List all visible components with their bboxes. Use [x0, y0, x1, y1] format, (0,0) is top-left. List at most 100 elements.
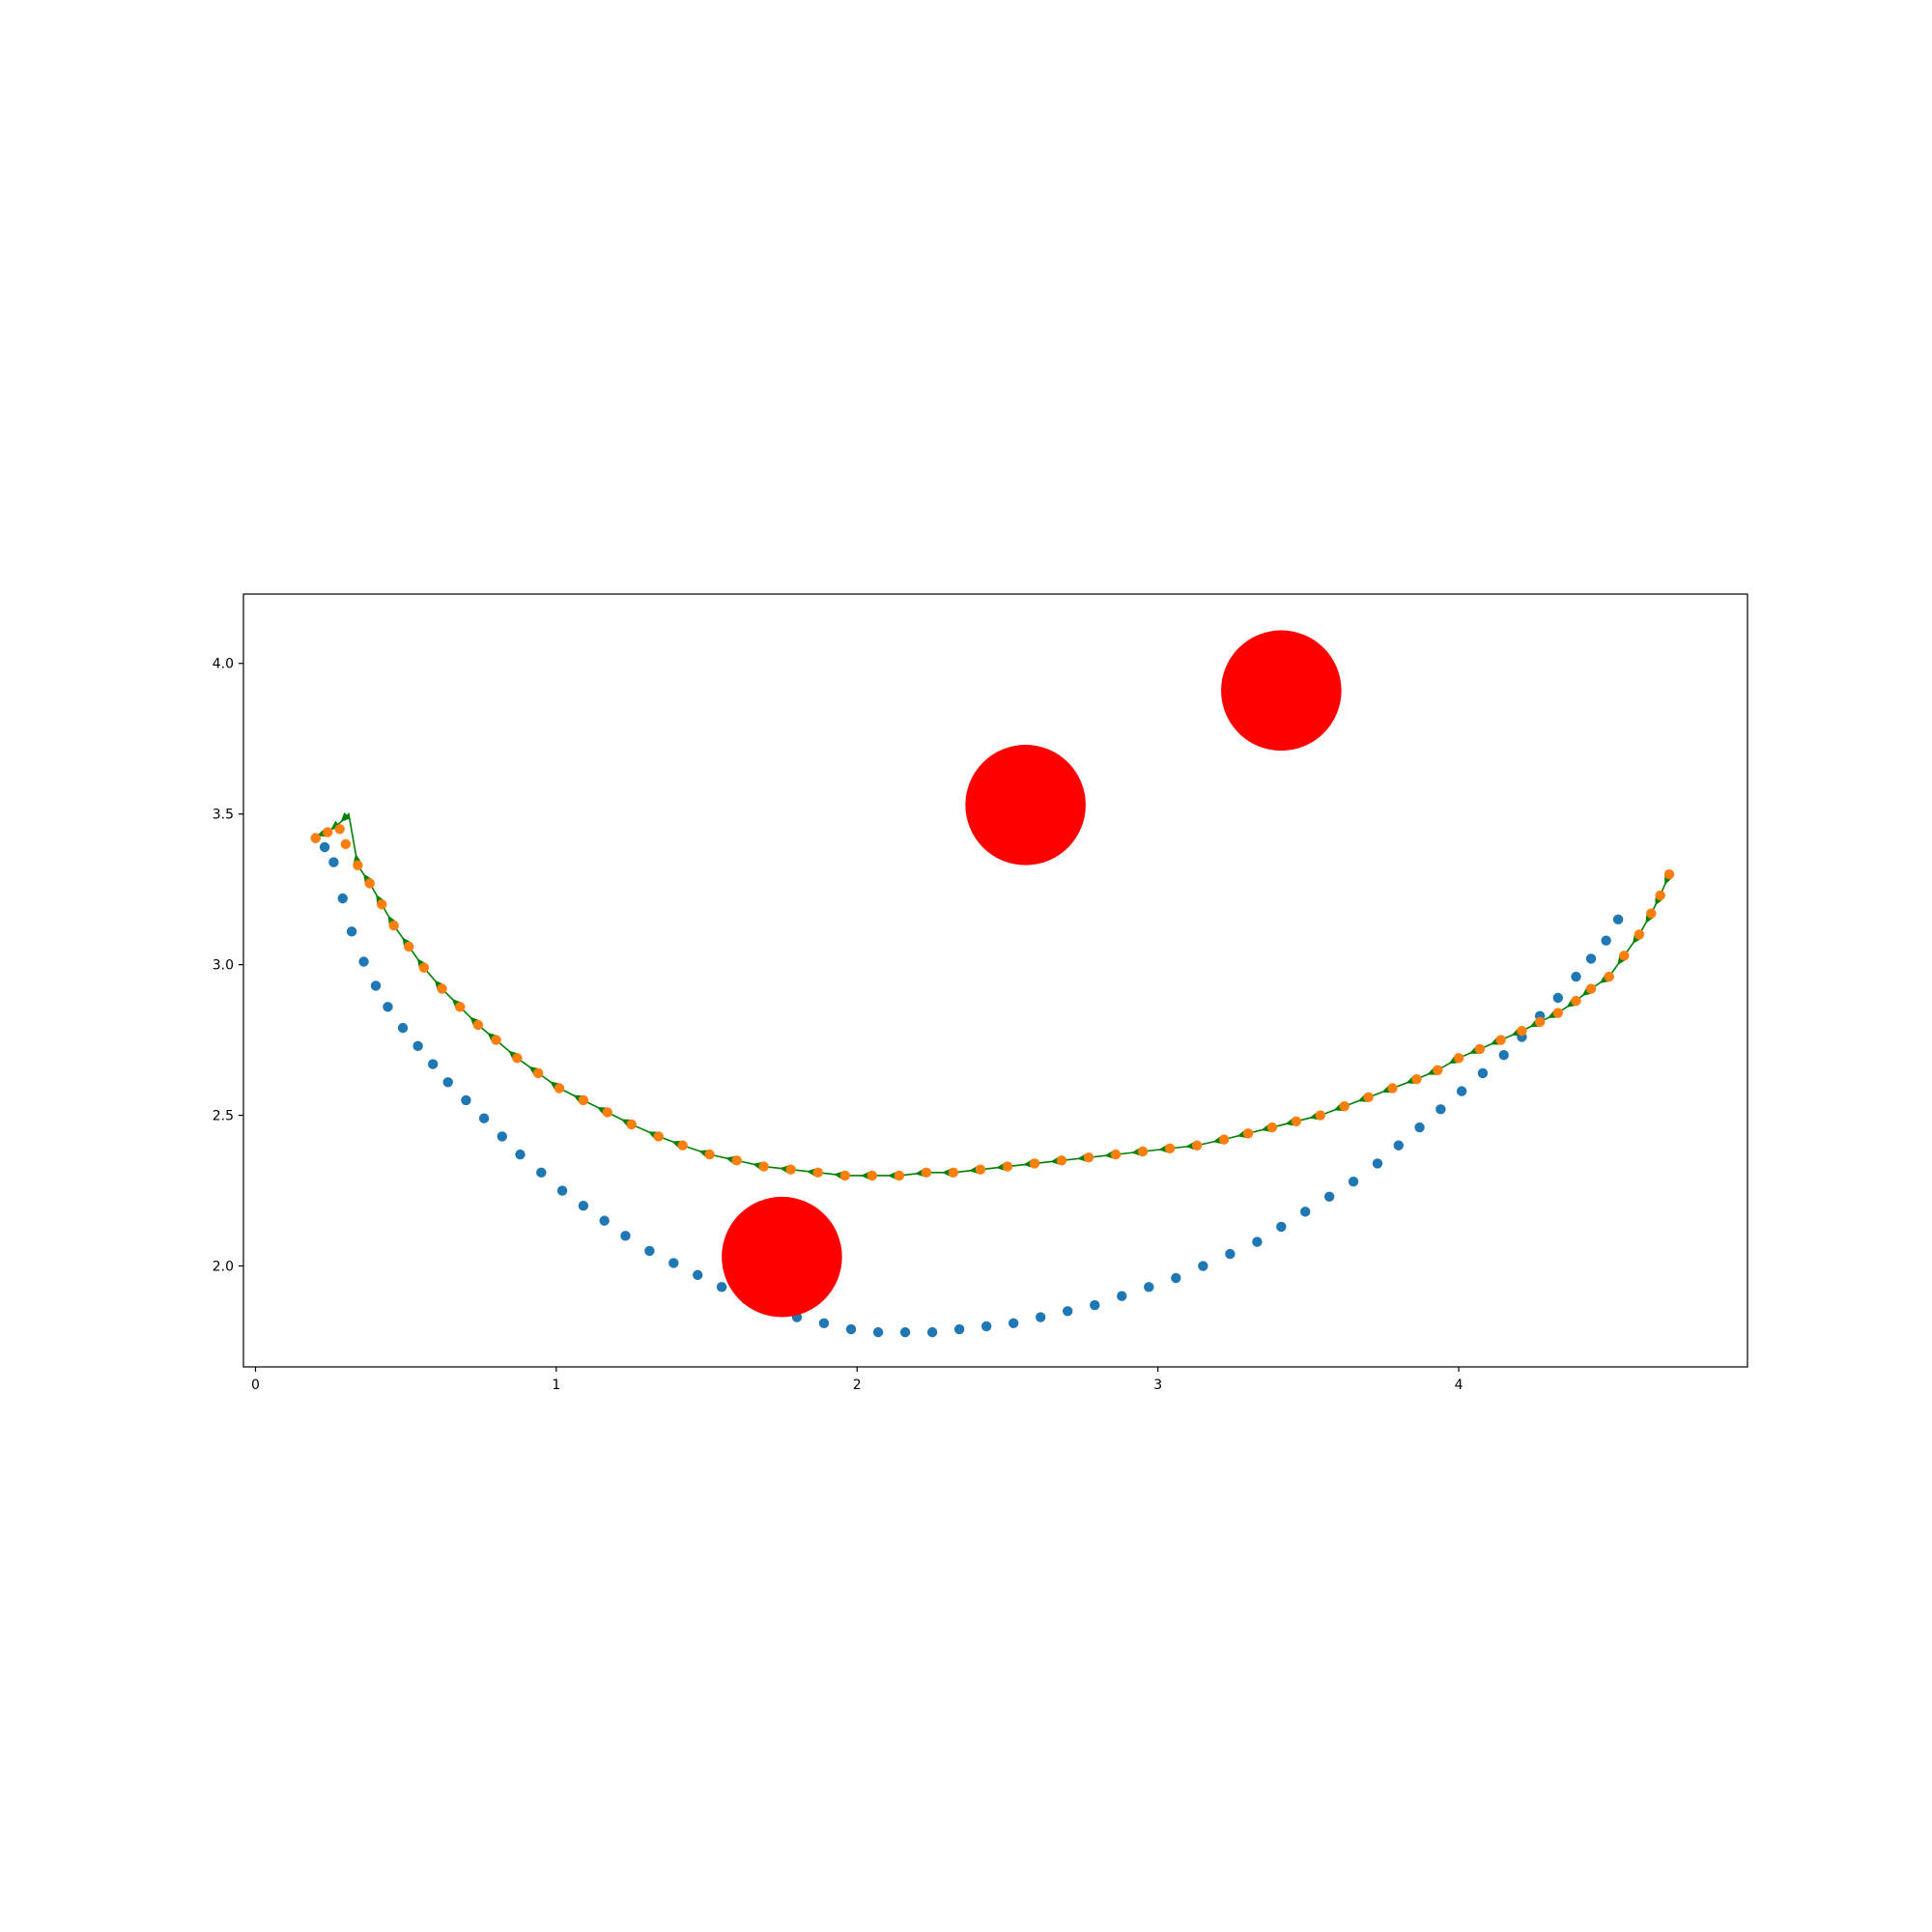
- blue-trajectory-point: [556, 1185, 568, 1196]
- blue-trajectory-point: [319, 841, 330, 853]
- blue-trajectory-point: [578, 1200, 589, 1211]
- orange-trajectory-point: [1619, 951, 1630, 961]
- axes-frame: [242, 593, 1748, 1368]
- obstacle-circle: [1221, 630, 1342, 752]
- obstacle-circle: [722, 1196, 842, 1318]
- orange-trajectory-point: [1585, 983, 1597, 994]
- plot-content: [310, 630, 1675, 1338]
- orange-trajectory-point: [1433, 1065, 1443, 1075]
- x-axis: 0 1 2 3 4: [251, 1367, 1463, 1393]
- y-tick-label: 3.0: [213, 958, 234, 974]
- series-orange: [310, 824, 1675, 1181]
- blue-trajectory-point: [1414, 1122, 1425, 1133]
- blue-trajectory-point: [845, 1323, 857, 1335]
- blue-trajectory-point: [1372, 1158, 1383, 1169]
- blue-trajectory-point: [1276, 1221, 1287, 1233]
- blue-trajectory-point: [1171, 1272, 1181, 1284]
- orange-trajectory-point: [353, 860, 363, 870]
- blue-trajectory-point: [953, 1323, 965, 1335]
- orange-trajectory-point: [1634, 929, 1645, 940]
- orange-trajectory-point: [948, 1167, 959, 1179]
- blue-trajectory-point: [1252, 1236, 1263, 1247]
- x-tick-label: 3: [1153, 1378, 1162, 1393]
- orange-trajectory-point: [578, 1094, 589, 1106]
- blue-trajectory-point: [1090, 1299, 1100, 1311]
- y-tick-label: 2.0: [213, 1260, 234, 1275]
- orange-trajectory-point: [1571, 995, 1581, 1007]
- orange-trajectory-point: [322, 827, 333, 838]
- orange-trajectory-point: [921, 1167, 932, 1179]
- blue-trajectory-point: [515, 1149, 526, 1160]
- orange-trajectory-point: [975, 1164, 986, 1175]
- orange-trajectory-point: [388, 920, 399, 931]
- orange-trajectory-point: [472, 1019, 484, 1031]
- blue-trajectory-point: [926, 1326, 938, 1338]
- orange-trajectory-point: [334, 824, 345, 835]
- orange-trajectory-point: [1453, 1053, 1464, 1064]
- orange-trajectory-point: [1110, 1149, 1122, 1160]
- blue-trajectory-point: [644, 1245, 655, 1257]
- orange-trajectory-point: [1083, 1152, 1094, 1163]
- blue-trajectory-point: [1225, 1248, 1236, 1260]
- arrow-head: [340, 811, 351, 823]
- orange-trajectory-point: [532, 1067, 544, 1079]
- blue-trajectory-point: [1477, 1067, 1489, 1079]
- blue-trajectory-point: [818, 1318, 830, 1328]
- blue-trajectory-point: [1348, 1176, 1359, 1187]
- blue-trajectory-point: [358, 956, 369, 967]
- blue-trajectory-point: [1601, 935, 1611, 946]
- blue-trajectory-point: [1036, 1312, 1046, 1322]
- blue-trajectory-point: [497, 1131, 508, 1142]
- blue-trajectory-point: [1435, 1104, 1446, 1115]
- orange-trajectory-point: [1056, 1155, 1067, 1166]
- blue-trajectory-point: [427, 1059, 439, 1069]
- orange-trajectory-point: [1137, 1146, 1149, 1157]
- orange-trajectory-point: [731, 1155, 742, 1166]
- y-axis: 2.0 2.5 3.0 3.5 4.0: [213, 657, 243, 1275]
- orange-trajectory-point: [1517, 1026, 1527, 1037]
- blue-trajectory-point: [1585, 953, 1597, 964]
- blue-trajectory-point: [442, 1077, 453, 1088]
- y-tick-label: 3.5: [213, 808, 234, 823]
- blue-trajectory-point: [1612, 914, 1624, 925]
- orange-trajectory-point: [512, 1053, 523, 1064]
- blue-trajectory-point: [1456, 1086, 1467, 1096]
- orange-trajectory-point: [1242, 1128, 1254, 1139]
- orange-trajectory-point: [1495, 1035, 1506, 1045]
- orange-trajectory-point: [455, 1002, 466, 1012]
- x-tick-label: 4: [1455, 1378, 1463, 1393]
- orange-trajectory-point: [653, 1131, 664, 1142]
- blue-trajectory-point: [872, 1326, 884, 1338]
- orange-trajectory-point: [704, 1149, 715, 1160]
- orange-trajectory-point: [1002, 1161, 1013, 1172]
- orange-trajectory-point: [404, 941, 414, 952]
- y-tick-label: 4.0: [213, 657, 234, 672]
- blue-trajectory-point: [1571, 971, 1581, 982]
- orange-trajectory-point: [1339, 1101, 1350, 1112]
- orange-trajectory-point: [1191, 1140, 1203, 1151]
- orange-trajectory-point: [1646, 908, 1657, 919]
- orange-trajectory-point: [1534, 1016, 1546, 1028]
- blue-trajectory-point: [668, 1258, 679, 1268]
- orange-trajectory-point: [626, 1119, 637, 1130]
- orange-trajectory-point: [1315, 1110, 1326, 1121]
- blue-trajectory-point: [328, 857, 339, 867]
- orange-trajectory-point: [1291, 1116, 1302, 1127]
- blue-trajectory-point: [1144, 1282, 1154, 1293]
- series-blue: [310, 833, 1624, 1338]
- obstacles: [722, 630, 1342, 1318]
- orange-trajectory-point: [1655, 890, 1665, 901]
- orange-trajectory-point: [758, 1161, 769, 1172]
- orange-trajectory-point: [785, 1164, 796, 1175]
- blue-trajectory-point: [461, 1094, 471, 1106]
- blue-trajectory-point: [1498, 1049, 1509, 1061]
- blue-trajectory-point: [1393, 1140, 1404, 1151]
- orange-trajectory-point: [894, 1170, 905, 1181]
- blue-trajectory-point: [412, 1040, 423, 1052]
- orange-trajectory-point: [1266, 1122, 1278, 1133]
- orange-trajectory-point: [867, 1170, 878, 1181]
- blue-trajectory-point: [346, 926, 357, 937]
- orange-trajectory-point: [310, 833, 321, 843]
